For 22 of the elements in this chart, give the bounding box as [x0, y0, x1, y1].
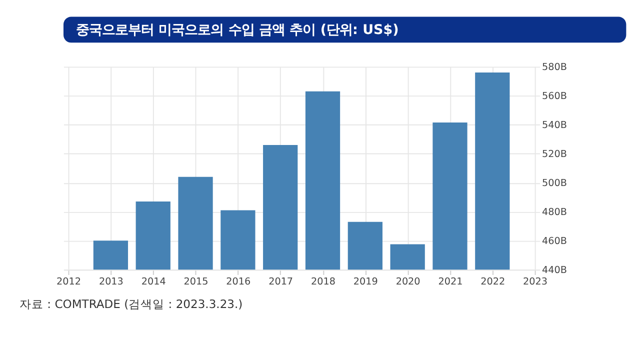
x-tick-label: 2020 — [396, 276, 420, 288]
x-tick-label: 2018 — [311, 276, 336, 288]
x-tick-label: 2015 — [184, 276, 208, 288]
x-tick-label: 2013 — [98, 276, 124, 288]
x-tick-label: 2021 — [438, 276, 463, 288]
y-tick-label: 540B — [542, 120, 567, 132]
y-tick-label: 560B — [542, 91, 567, 102]
y-tick-label: 460B — [542, 236, 567, 248]
x-tick-label: 2016 — [226, 276, 251, 288]
chart-title: 중국으로부터 미국으로의 수입 금액 추이 (단위: US$) — [76, 23, 399, 38]
x-tick-label: 2014 — [141, 276, 166, 288]
y-tick-label: 480B — [542, 207, 567, 218]
x-tick-label: 2012 — [56, 276, 82, 288]
x-tick-label: 2023 — [523, 276, 548, 288]
y-tick-label: 580B — [542, 62, 567, 74]
y-tick-label: 520B — [542, 149, 567, 160]
x-tick-label: 2019 — [353, 276, 378, 288]
x-tick-label: 2022 — [480, 276, 506, 288]
text: 자료 : COMTRADE (검색일 : 2023.3.23.) — [20, 297, 243, 312]
y-tick-label: 500B — [542, 178, 567, 190]
x-tick-label: 2017 — [268, 276, 294, 288]
y-tick-label: 440B — [542, 265, 567, 276]
